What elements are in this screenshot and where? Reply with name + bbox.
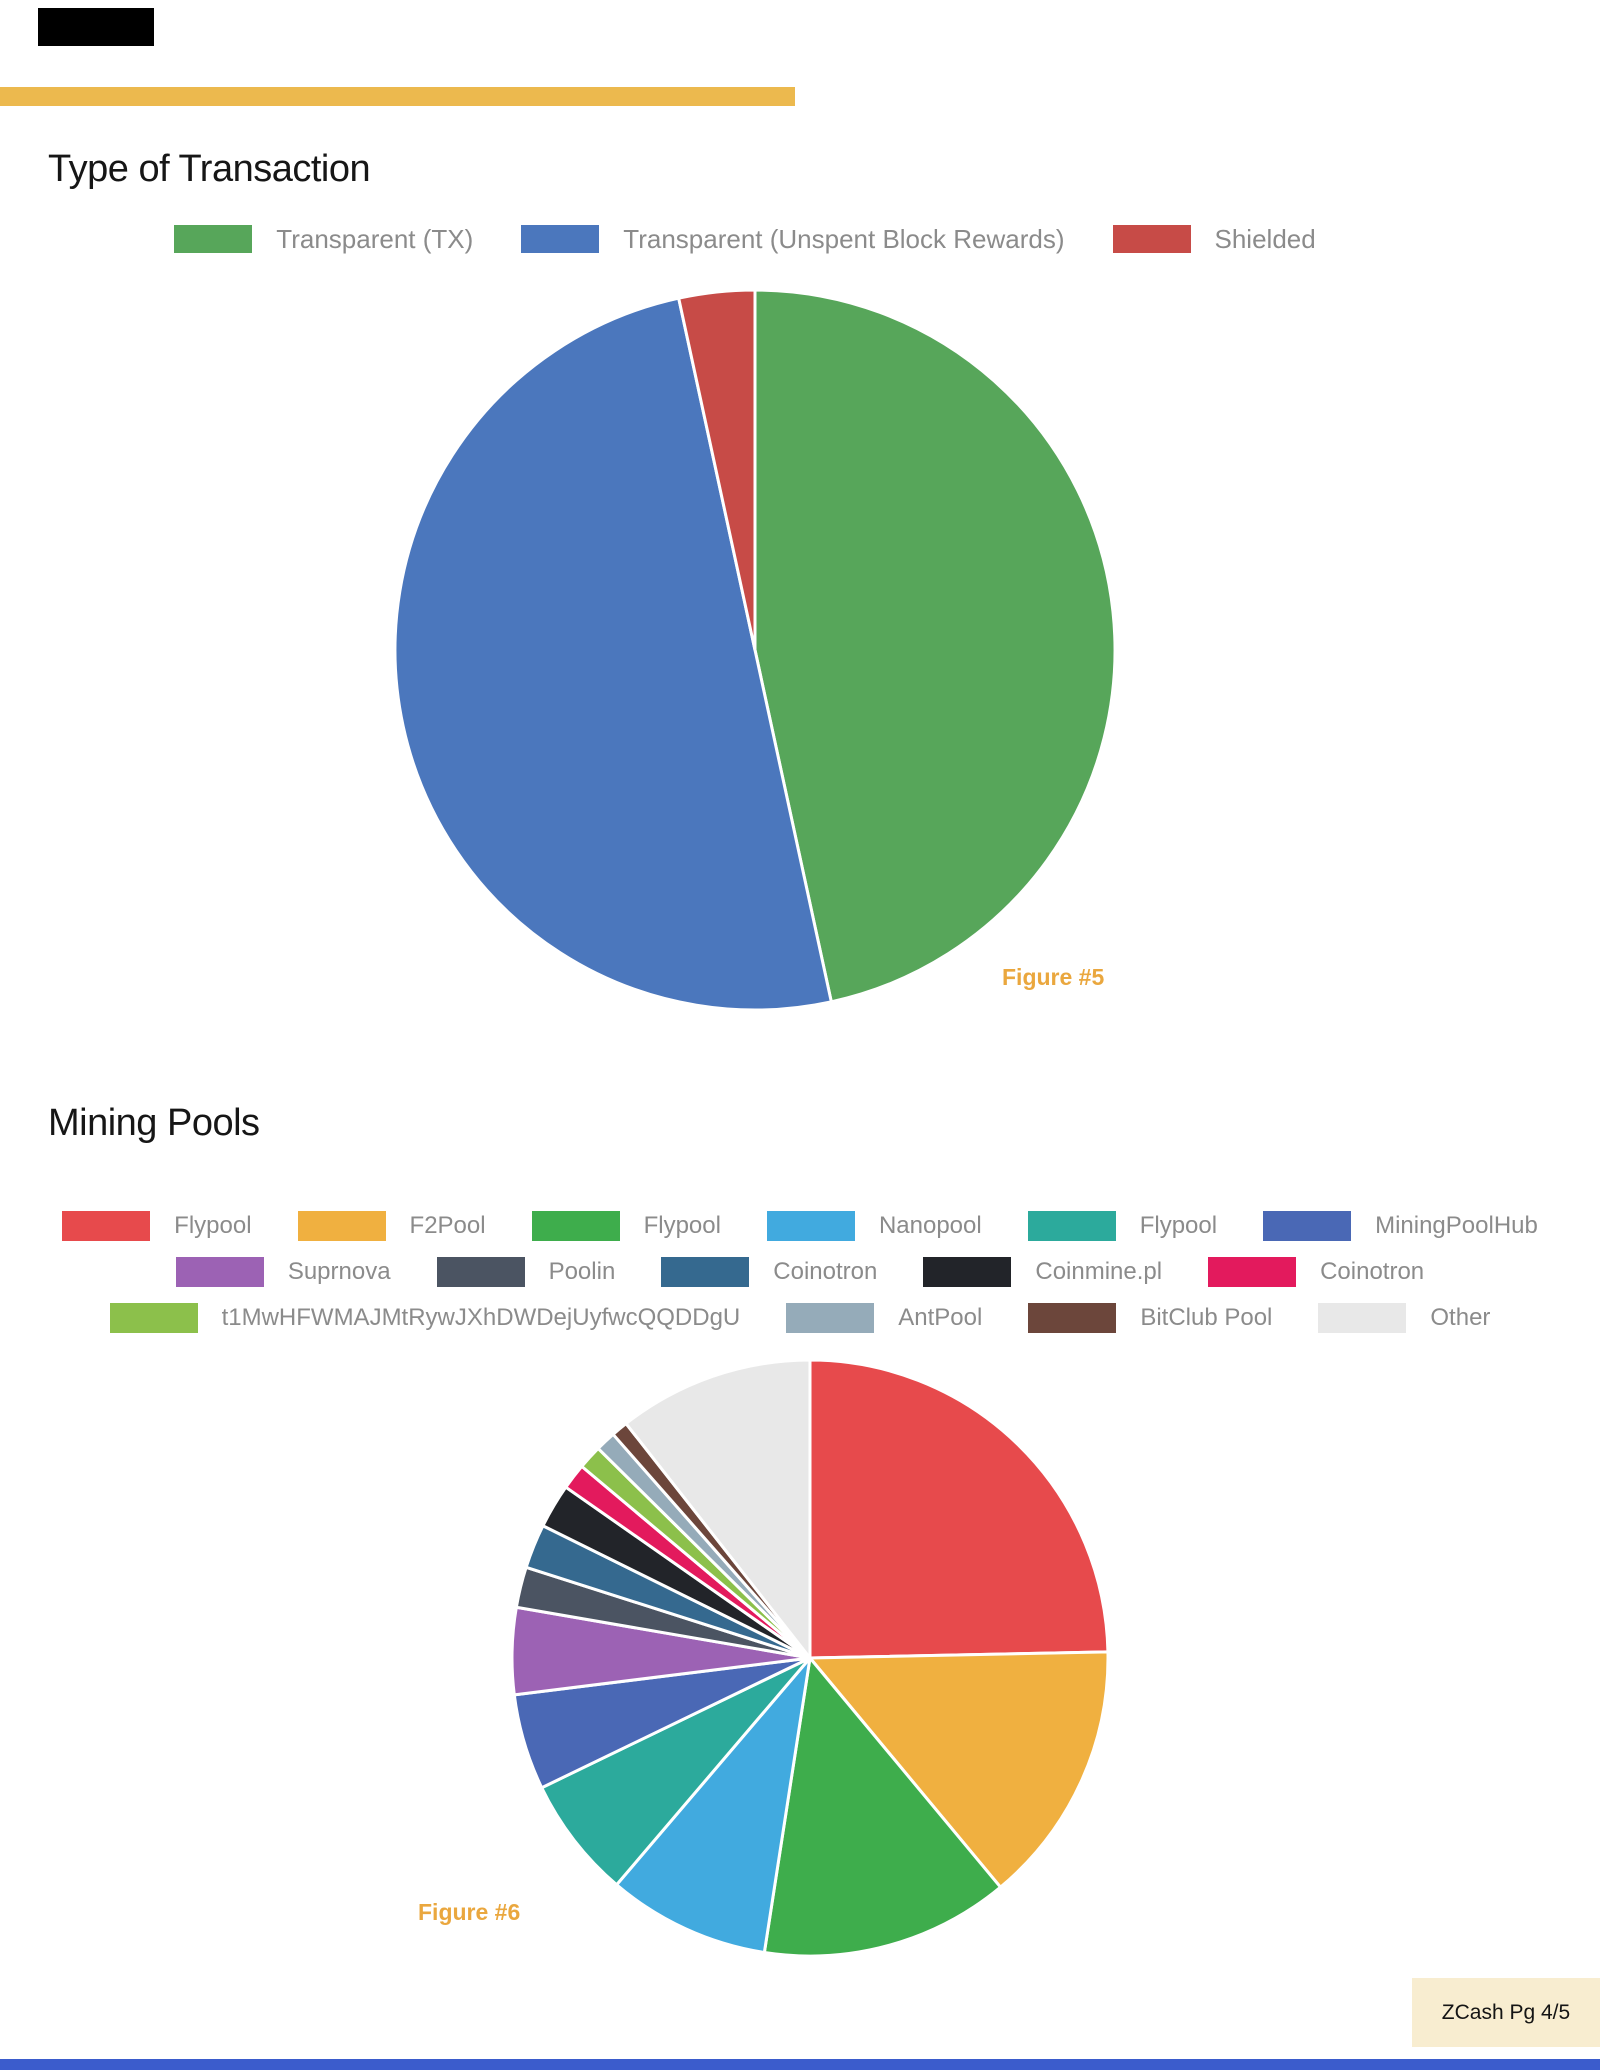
- pie-slice-14: [624, 1358, 812, 1660]
- pie-slice-3: [615, 1656, 812, 1954]
- legend-swatch: [766, 1211, 855, 1241]
- legend-item: Coinotron: [661, 1257, 877, 1287]
- legend-label: Coinotron: [773, 1258, 878, 1285]
- legend-item: Shielded: [1112, 223, 1316, 255]
- legend-label: Transparent (Unspent Block Rewards): [623, 223, 1065, 254]
- legend-label: t1MwHFWMAJMtRywJXhDWDejUyfwcQQDDgU: [221, 1304, 741, 1331]
- pie-slice-0: [808, 1358, 1110, 1660]
- transaction-chart-legend: Transparent (TX) Transparent (Unspent Blo…: [0, 222, 1600, 256]
- legend-swatch: [1208, 1257, 1297, 1287]
- mining-chart-legend-row-1: Flypool F2Pool Flypool Nanopool Flypool Minin…: [0, 1209, 1600, 1243]
- legend-label: Suprnova: [287, 1258, 391, 1285]
- legend-item: Flypool: [1027, 1211, 1218, 1241]
- legend-label: Coinotron: [1320, 1258, 1425, 1285]
- pie-slice-4: [540, 1656, 812, 1887]
- page-number-text: ZCash Pg 4/5: [1441, 2000, 1571, 2024]
- legend-item: F2Pool: [297, 1211, 486, 1241]
- legend-swatch: [175, 1257, 264, 1287]
- page-number-tab: ZCash Pg 4/5: [1412, 1978, 1600, 2047]
- mining-chart-legend-row-2: Suprnova Poolin Coinotron Coinmine.pl Coinot…: [0, 1255, 1600, 1289]
- legend-label: F2Pool: [409, 1212, 486, 1239]
- legend-label: Flypool: [643, 1212, 721, 1239]
- legend-swatch: [109, 1303, 198, 1333]
- legend-label: Shielded: [1214, 223, 1316, 254]
- legend-label: Poolin: [548, 1258, 616, 1285]
- legend-item: Other: [1318, 1303, 1490, 1333]
- legend-label: Transparent (TX): [276, 223, 474, 254]
- legend-item: Transparent (TX): [174, 224, 473, 255]
- legend-item: t1MwHFWMAJMtRywJXhDWDejUyfwcQQDDgU: [109, 1303, 741, 1333]
- legend-swatch: [297, 1211, 386, 1241]
- legend-swatch: [1028, 1303, 1117, 1333]
- figure-5-label: Figure #5: [1002, 964, 1105, 990]
- legend-item: Suprnova: [175, 1257, 391, 1287]
- legend-item: Poolin: [436, 1257, 616, 1287]
- section-title-mining-pools: Mining Pools: [48, 1102, 260, 1144]
- legend-swatch: [661, 1257, 750, 1287]
- legend-swatch: [786, 1303, 875, 1333]
- legend-swatch: [436, 1257, 525, 1287]
- transaction-pie-chart: [393, 288, 1117, 1012]
- legend-swatch: [1263, 1211, 1352, 1241]
- corner-redaction-box: [38, 8, 154, 46]
- legend-label: Flypool: [1139, 1212, 1218, 1239]
- section-title-type-of-transaction: Type of Transaction: [48, 148, 371, 190]
- legend-item: MiningPoolHub: [1263, 1211, 1538, 1241]
- pie-slice-2: [762, 1656, 1003, 1958]
- legend-item: Coinotron: [1208, 1257, 1424, 1287]
- legend-swatch: [1318, 1303, 1407, 1333]
- legend-item: AntPool: [786, 1303, 982, 1333]
- legend-item: Coinmine.pl: [923, 1257, 1162, 1287]
- legend-item: Nanopool: [766, 1211, 982, 1241]
- legend-label: Flypool: [174, 1212, 252, 1239]
- legend-item: Flypool: [531, 1211, 721, 1241]
- pie-slice-1: [808, 1650, 1110, 1889]
- legend-swatch: [923, 1257, 1012, 1287]
- legend-swatch: [521, 225, 600, 253]
- pie-slice-0: [753, 288, 1117, 1004]
- bottom-edge-bar: [0, 2059, 1600, 2070]
- legend-label: Nanopool: [878, 1212, 982, 1239]
- legend-label: Other: [1430, 1304, 1491, 1331]
- legend-item: BitClub Pool: [1028, 1303, 1272, 1333]
- legend-swatch: [174, 225, 253, 253]
- legend-label: AntPool: [898, 1304, 983, 1331]
- legend-label: BitClub Pool: [1140, 1304, 1273, 1331]
- legend-swatch: [531, 1211, 620, 1241]
- mining-chart-legend-row-3: t1MwHFWMAJMtRywJXhDWDejUyfwcQQDDgU AntPoo…: [0, 1301, 1600, 1335]
- pie-slice-1: [393, 296, 833, 1012]
- legend-item: Transparent (Unspent Block Rewards): [521, 223, 1065, 255]
- figure-6-label: Figure #6: [418, 1899, 521, 1925]
- legend-swatch: [1027, 1211, 1116, 1241]
- legend-swatch: [1112, 225, 1191, 253]
- legend-item: Flypool: [62, 1211, 252, 1241]
- mining-pie-chart: [510, 1358, 1110, 1958]
- legend-swatch: [62, 1211, 151, 1241]
- accent-bar: [0, 87, 795, 106]
- legend-label: Coinmine.pl: [1035, 1258, 1163, 1285]
- pie-slice-2: [677, 288, 757, 652]
- legend-label: MiningPoolHub: [1375, 1212, 1538, 1239]
